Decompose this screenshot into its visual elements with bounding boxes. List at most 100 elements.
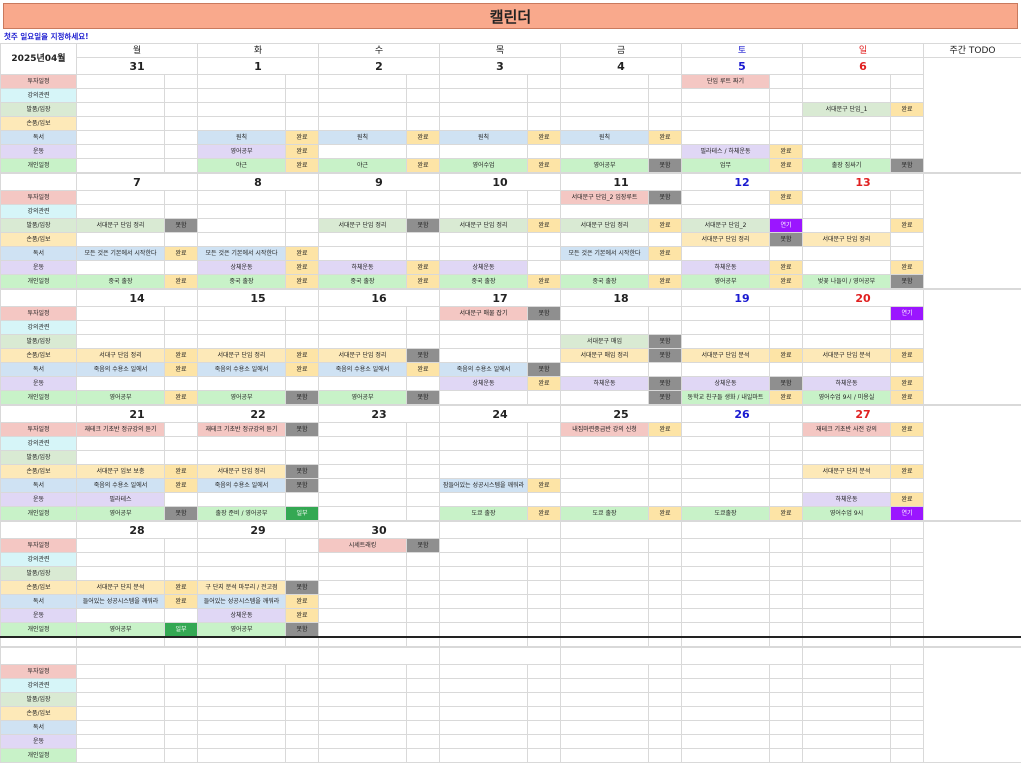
event-text[interactable] — [681, 88, 770, 103]
event-text[interactable]: 서대문구 단임 정리 — [681, 232, 770, 247]
event-status[interactable] — [406, 436, 440, 451]
event-text[interactable] — [560, 88, 649, 103]
event-status[interactable] — [527, 552, 561, 567]
event-status[interactable]: 완료 — [648, 422, 682, 437]
event-status[interactable] — [406, 492, 440, 507]
event-text[interactable] — [802, 580, 891, 595]
event-text[interactable] — [681, 450, 770, 465]
event-status[interactable]: 완료 — [406, 274, 440, 290]
day-number[interactable]: 14 — [76, 288, 198, 307]
event-text[interactable] — [318, 204, 407, 219]
event-status[interactable] — [527, 734, 561, 749]
event-text[interactable]: 단임 루트 짜기 — [681, 74, 770, 89]
event-text[interactable]: 영어공부 — [76, 390, 165, 406]
event-text[interactable] — [681, 734, 770, 749]
event-status[interactable] — [890, 88, 924, 103]
event-text[interactable] — [76, 260, 165, 275]
event-status[interactable] — [890, 734, 924, 749]
event-text[interactable] — [681, 552, 770, 567]
event-status[interactable]: 완료 — [285, 274, 319, 290]
event-status[interactable] — [164, 158, 198, 174]
event-text[interactable]: 야근 — [197, 158, 286, 174]
event-text[interactable]: 하체운동 — [681, 260, 770, 275]
event-text[interactable] — [318, 664, 407, 679]
event-text[interactable] — [197, 748, 286, 763]
event-status[interactable] — [769, 492, 803, 507]
event-text[interactable] — [681, 594, 770, 609]
event-status[interactable] — [164, 664, 198, 679]
event-text[interactable]: 상체운동 — [681, 376, 770, 391]
day-number[interactable] — [439, 646, 561, 665]
event-text[interactable] — [560, 552, 649, 567]
event-status[interactable]: 완료 — [164, 478, 198, 493]
event-status[interactable]: 못함 — [406, 538, 440, 553]
event-status[interactable] — [648, 720, 682, 735]
event-status[interactable] — [890, 678, 924, 693]
event-status[interactable] — [527, 144, 561, 159]
event-text[interactable] — [76, 306, 165, 321]
event-text[interactable]: 도쿄 출장 — [439, 506, 528, 522]
event-status[interactable]: 못함 — [890, 158, 924, 174]
event-text[interactable] — [560, 566, 649, 581]
event-text[interactable] — [802, 144, 891, 159]
event-status[interactable] — [285, 376, 319, 391]
day-number[interactable]: 12 — [681, 172, 803, 191]
event-text[interactable] — [560, 664, 649, 679]
event-status[interactable]: 못함 — [406, 218, 440, 233]
event-status[interactable]: 완료 — [648, 506, 682, 522]
event-text[interactable]: 재테크 기초반 정규강의 듣기 — [197, 422, 286, 437]
event-text[interactable] — [802, 246, 891, 261]
event-text[interactable] — [318, 334, 407, 349]
day-number[interactable]: 4 — [560, 57, 682, 75]
event-status[interactable]: 완료 — [164, 390, 198, 406]
event-status[interactable] — [648, 678, 682, 693]
event-status[interactable]: 완료 — [285, 246, 319, 261]
event-text[interactable] — [681, 102, 770, 117]
event-text[interactable] — [439, 706, 528, 721]
event-text[interactable] — [560, 260, 649, 275]
event-status[interactable]: 연기 — [890, 506, 924, 522]
event-text[interactable]: 서대문구 단임 정리 — [197, 348, 286, 363]
event-status[interactable] — [164, 190, 198, 205]
event-text[interactable] — [560, 594, 649, 609]
weekly-todo-cell[interactable] — [923, 404, 1021, 522]
event-text[interactable]: 서대문구 단임_2 — [681, 218, 770, 233]
event-status[interactable]: 못함 — [164, 218, 198, 233]
event-text[interactable] — [439, 622, 528, 638]
event-status[interactable] — [648, 492, 682, 507]
event-status[interactable]: 못함 — [285, 580, 319, 595]
event-status[interactable] — [406, 566, 440, 581]
event-status[interactable] — [527, 390, 561, 406]
event-status[interactable]: 못함 — [648, 348, 682, 363]
event-status[interactable] — [406, 74, 440, 89]
event-text[interactable] — [802, 116, 891, 131]
event-text[interactable] — [439, 116, 528, 131]
event-status[interactable] — [769, 594, 803, 609]
event-status[interactable] — [769, 306, 803, 321]
event-status[interactable]: 못함 — [285, 622, 319, 638]
event-status[interactable] — [285, 734, 319, 749]
event-status[interactable]: 완료 — [769, 190, 803, 205]
event-status[interactable]: 완료 — [164, 464, 198, 479]
event-text[interactable] — [802, 334, 891, 349]
event-status[interactable] — [527, 622, 561, 638]
event-status[interactable]: 못함 — [648, 376, 682, 391]
event-text[interactable] — [681, 478, 770, 493]
event-text[interactable] — [439, 552, 528, 567]
event-status[interactable] — [769, 74, 803, 89]
event-status[interactable] — [406, 552, 440, 567]
event-status[interactable]: 완료 — [769, 390, 803, 406]
event-text[interactable] — [560, 362, 649, 377]
day-number[interactable]: 23 — [318, 404, 440, 423]
event-status[interactable] — [285, 204, 319, 219]
event-text[interactable] — [439, 720, 528, 735]
event-text[interactable] — [681, 116, 770, 131]
event-text[interactable] — [197, 492, 286, 507]
event-status[interactable] — [769, 334, 803, 349]
event-status[interactable] — [164, 116, 198, 131]
event-text[interactable] — [560, 306, 649, 321]
event-text[interactable]: 서대문구 단임 정리 — [76, 218, 165, 233]
event-status[interactable] — [527, 422, 561, 437]
event-status[interactable] — [769, 436, 803, 451]
event-text[interactable] — [318, 734, 407, 749]
